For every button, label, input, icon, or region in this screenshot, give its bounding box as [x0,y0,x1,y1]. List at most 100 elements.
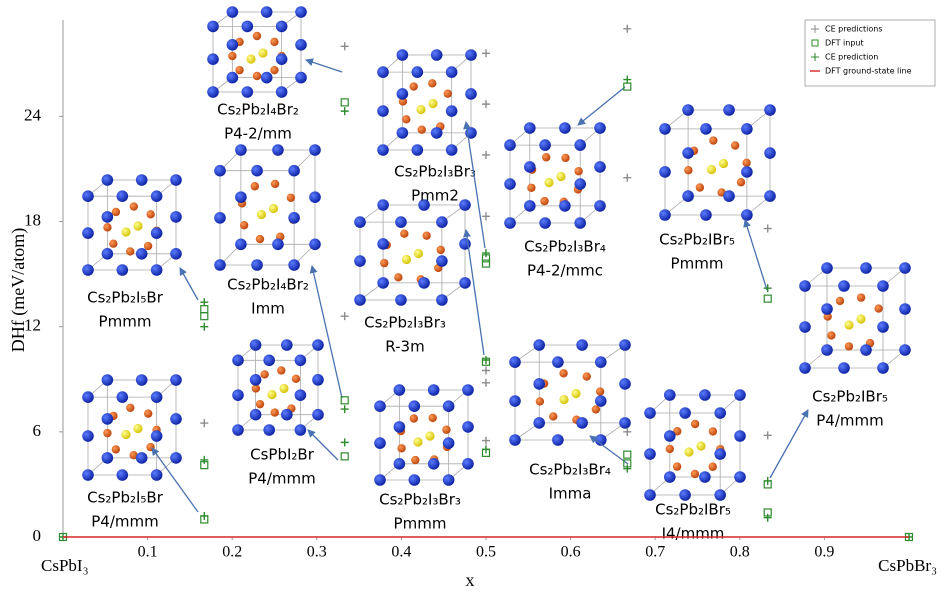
halide-atom [422,231,431,240]
cs-atom [877,321,889,333]
halide-atom [527,183,536,192]
x-tick-label: 0.2 [222,544,242,561]
cs-atom [260,6,273,18]
y-tick-label: 18 [24,210,41,229]
atom [258,48,268,58]
legend-swatch [811,53,819,61]
cs-atom [509,356,521,368]
cs-atom [411,144,424,156]
cs-atom [462,384,474,396]
data-point [482,150,490,159]
cs-atom [430,49,443,61]
cs-atom [150,264,163,276]
cs-atom [295,71,307,84]
cs-atom [170,211,182,223]
cs-atom [418,277,430,289]
cs-atom [214,212,226,224]
cs-atom [393,384,406,396]
data-point [340,98,349,107]
halide-atom [409,82,418,91]
cs-atom [418,199,430,211]
cs-atom [734,430,746,442]
halide-atom [270,179,280,189]
atom [256,209,267,220]
atom [413,248,424,259]
cs-atom [559,200,571,212]
halide-atom [708,462,717,471]
legend-swatch [811,39,819,47]
cs-atom [249,408,262,421]
structure-formula: CsPbI₂Br [250,446,315,464]
halide-atom [250,182,259,191]
halide-atom [109,239,118,248]
cs-atom [251,259,263,271]
halide-atom [417,125,426,134]
atom [121,227,131,237]
cs-atom [101,174,114,186]
cs-atom [699,471,711,483]
cs-atom [135,374,148,386]
cs-atom [170,413,182,425]
cs-atom [235,144,247,156]
halide-atom [394,273,403,282]
data-point [623,427,632,436]
cs-atom [288,164,300,177]
cs-atom [664,389,676,401]
cs-atom [462,458,474,470]
atom [571,388,581,399]
cs-atom [207,20,219,33]
cs-atom [436,255,448,267]
atom [556,171,566,182]
cs-atom [700,209,712,221]
halide-atom [260,370,269,379]
data-point [763,476,772,485]
cs-atom [214,164,226,177]
cs-atom [396,49,409,61]
data-point [482,212,490,221]
crystal-structure [232,339,324,436]
atom [401,254,412,265]
data-point [482,445,490,454]
cell-edge [398,389,469,465]
cs-atom [82,430,94,442]
halide-atom [126,247,135,256]
cs-atom [396,88,409,100]
cs-atom [734,389,746,401]
cs-atom [150,469,163,481]
cs-atom [682,104,694,116]
data-point [340,396,349,405]
data-point [200,322,209,331]
data-point [481,259,491,268]
halide-atom [835,296,845,306]
arrow [305,58,343,73]
cs-atom [226,6,239,18]
atom [559,394,569,405]
x-tick-label: 0.5 [476,544,496,561]
data-point [340,312,349,321]
atom [279,383,289,394]
cs-atom [377,199,389,211]
cs-atom [374,400,386,413]
cs-atom [504,178,516,190]
cs-atom [445,105,458,117]
cell-edge [826,267,906,351]
cs-atom [101,248,114,260]
x-tick-label: 0.7 [645,544,665,561]
cs-atom [207,86,219,98]
cs-atom [595,395,607,407]
cs-atom [374,437,386,449]
legend-label: CE prediction [825,53,878,62]
structure-formula: Cs₂Pb₂I₃Br₃ [379,491,461,509]
cs-atom [135,174,148,186]
arrow [743,219,768,291]
cs-atom [539,139,551,151]
structure-formula: Cs₂Pb₂I₃Br₃ [394,163,476,181]
space-group: Pmmm [394,515,447,533]
halide-atom [574,167,583,176]
cs-atom [619,417,631,429]
cs-atom [281,408,293,421]
cs-atom [427,458,440,470]
cs-atom [764,104,776,116]
cs-atom [295,6,307,18]
